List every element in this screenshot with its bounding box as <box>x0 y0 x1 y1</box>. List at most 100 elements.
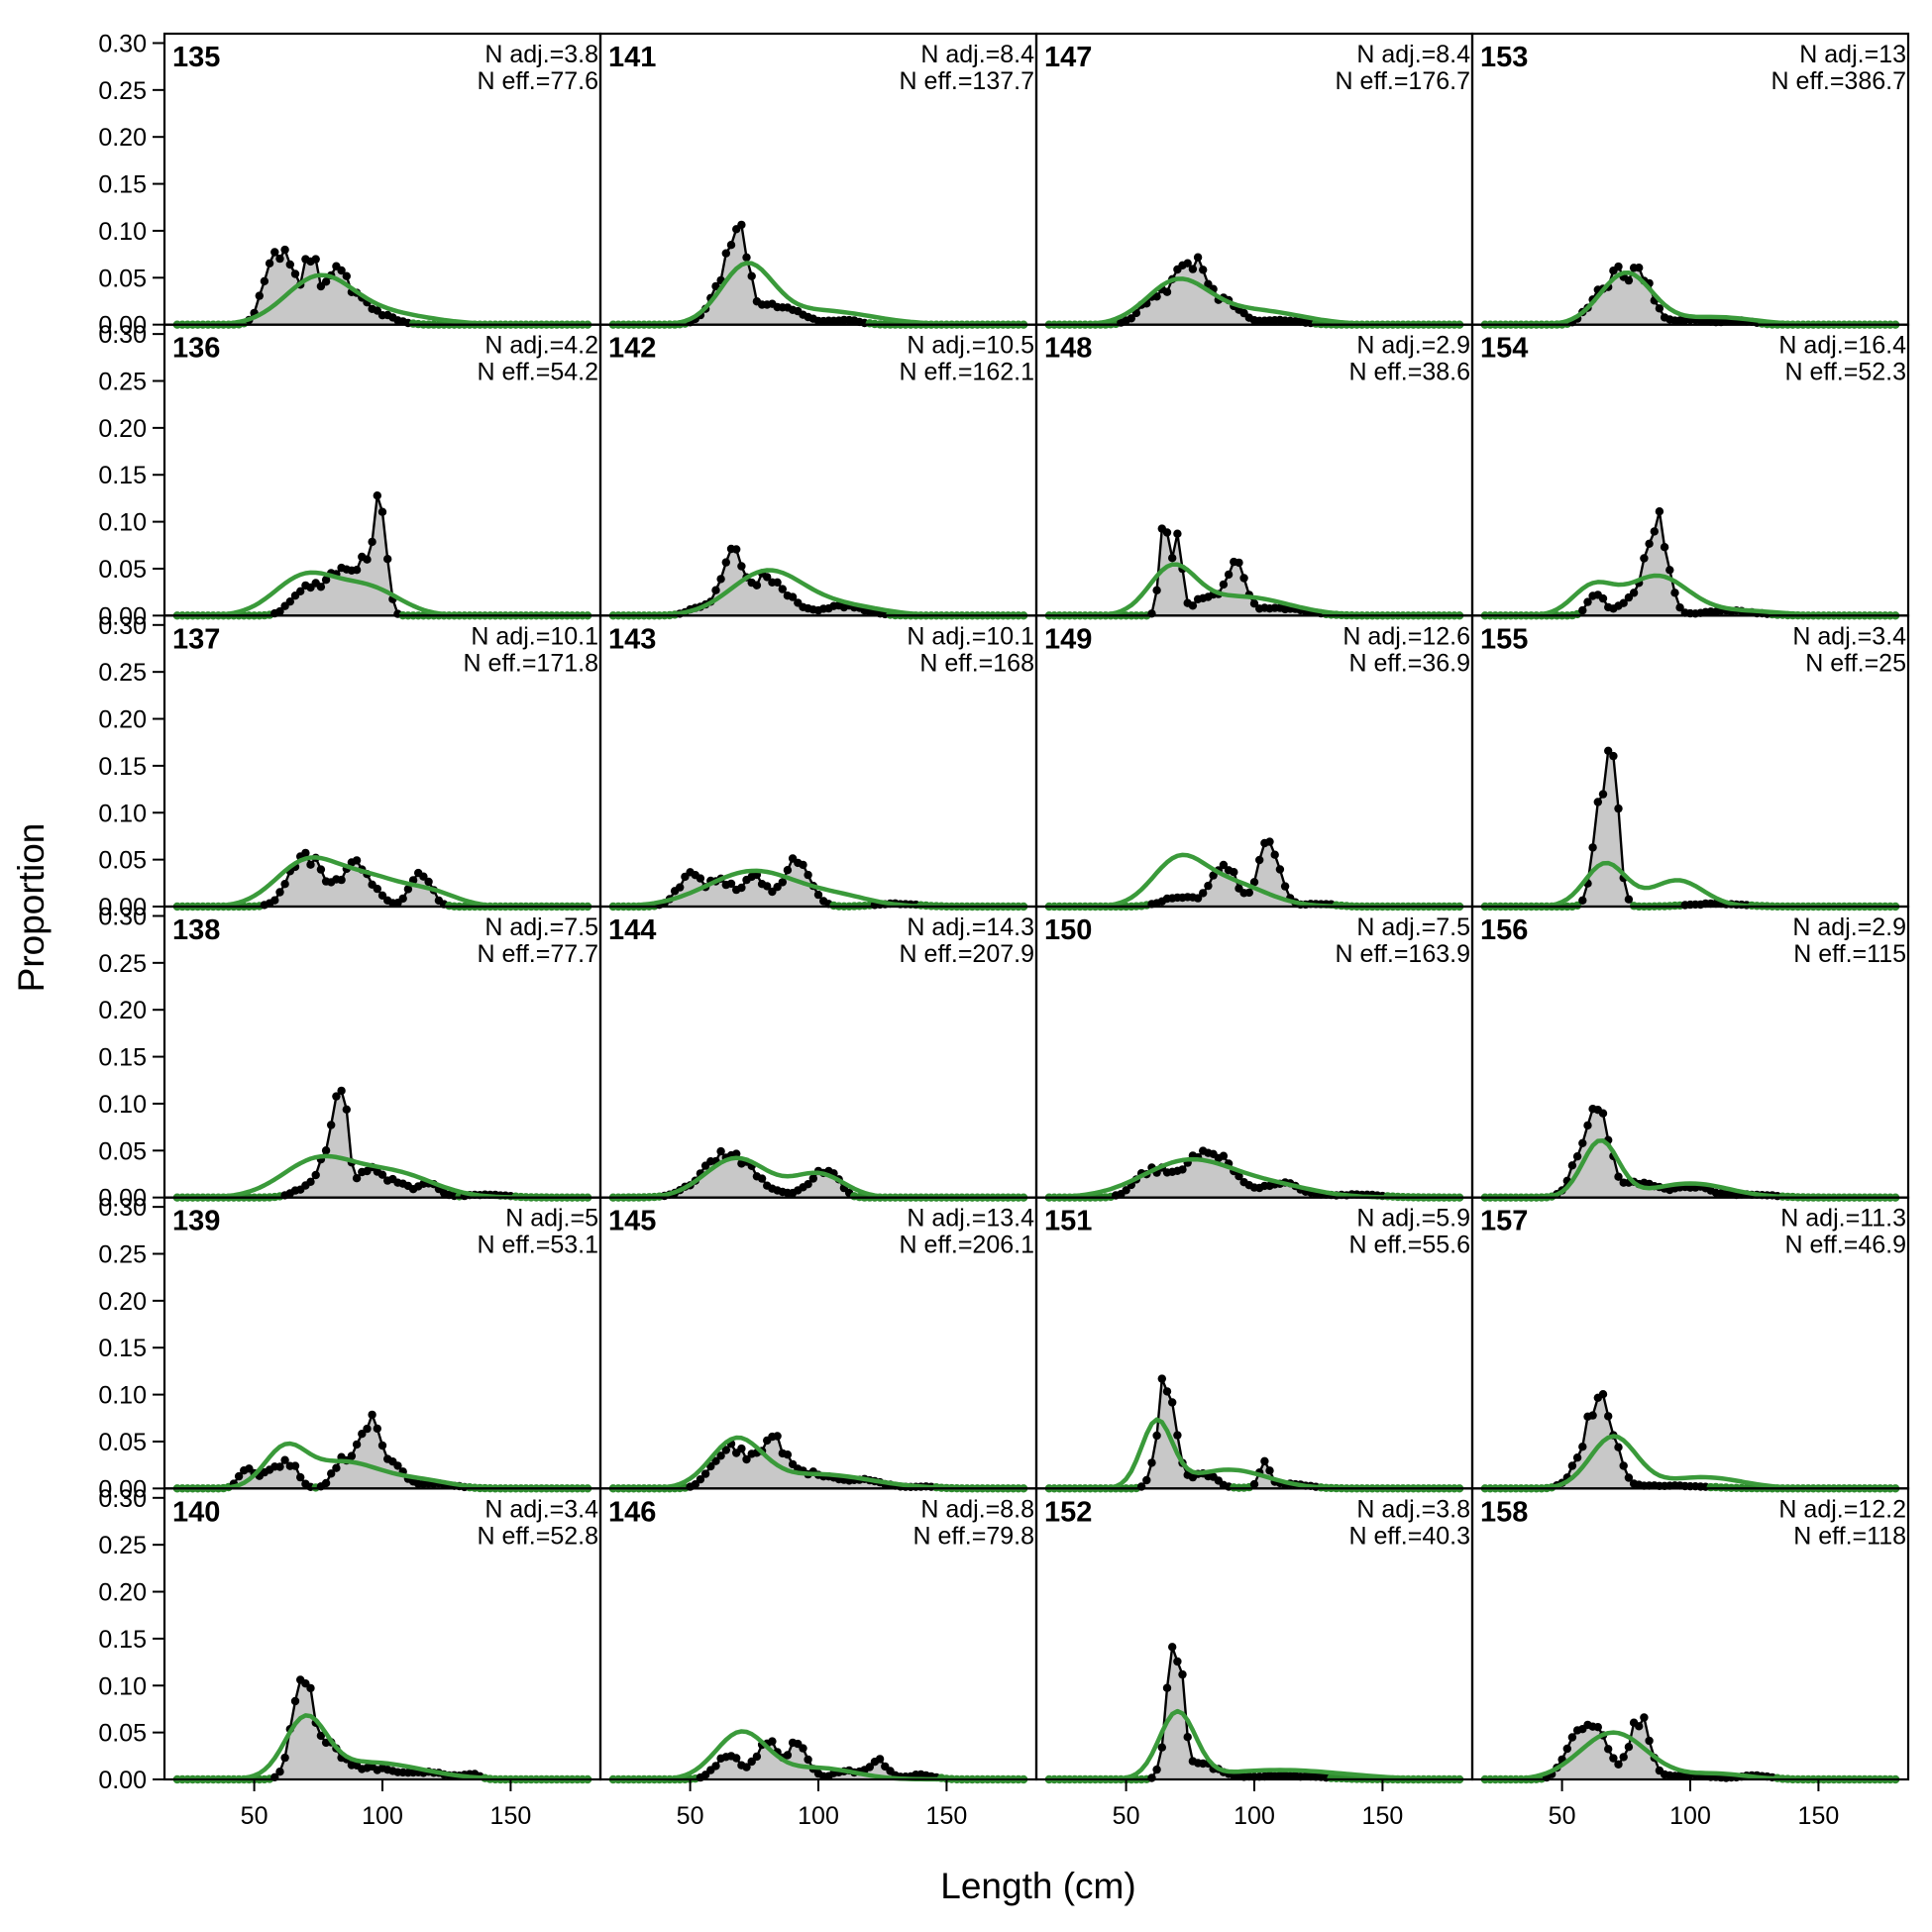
observed-point <box>280 1753 289 1763</box>
observed-point <box>377 507 387 516</box>
observed-area <box>1048 841 1460 907</box>
panel-label: 152 <box>1044 1496 1092 1528</box>
panel-154: 154 N adj.=16.4N eff.=52.3 <box>1470 323 1910 620</box>
n-eff-label: N eff.=52.3 <box>1784 359 1906 386</box>
panel-label: 138 <box>172 914 220 946</box>
observed-point <box>1598 1109 1608 1118</box>
n-eff-label: N eff.=163.9 <box>1336 940 1470 968</box>
observed-point <box>1270 850 1279 859</box>
n-adj-label: N adj.=12.2 <box>1778 1495 1906 1523</box>
n-eff-label: N eff.=79.8 <box>912 1522 1034 1550</box>
observed-point <box>347 1451 357 1460</box>
observed-point <box>332 1092 341 1101</box>
observed-area <box>176 250 589 325</box>
observed-point <box>1609 1754 1618 1763</box>
observed-point <box>1152 586 1161 594</box>
observed-point <box>1583 597 1592 606</box>
observed-point <box>1650 527 1660 536</box>
y-tick-label: 0.20 <box>98 1288 147 1316</box>
observed-point <box>696 874 705 883</box>
n-adj-label: N adj.=3.8 <box>1356 1495 1470 1523</box>
observed-point <box>1157 1743 1167 1752</box>
observed-point <box>290 269 300 278</box>
panel-149: 149 N adj.=12.6N eff.=36.9 <box>1034 614 1474 912</box>
panel-141: 141 N adj.=8.4N eff.=137.7 <box>598 32 1038 329</box>
observed-point <box>255 291 264 300</box>
observed-point <box>424 877 433 887</box>
observed-point <box>732 545 741 554</box>
observed-point <box>1219 580 1229 590</box>
observed-point <box>1162 1387 1172 1396</box>
y-tick-label: 0.00 <box>98 894 147 921</box>
observed-point <box>275 606 284 616</box>
observed-point <box>799 1744 807 1753</box>
y-tick-label: 0.10 <box>98 1672 147 1700</box>
observed-point <box>1572 1152 1582 1161</box>
observed-point <box>1168 1643 1177 1652</box>
observed-area <box>176 1090 589 1198</box>
observed-point <box>280 245 289 255</box>
x-tick-label: 150 <box>490 1802 532 1830</box>
y-tick-label: 0.10 <box>98 218 147 246</box>
panel-139: 139 N adj.=5N eff.=53.1 <box>162 1196 602 1493</box>
observed-point <box>316 583 326 591</box>
panel-label: 146 <box>608 1496 656 1528</box>
n-adj-label: N adj.=12.6 <box>1342 622 1470 650</box>
observed-point <box>301 848 310 858</box>
observed-point <box>275 1768 284 1776</box>
y-tick-label: 0.25 <box>98 659 147 687</box>
observed-point <box>1665 566 1674 575</box>
axes-layer: 0.000.050.100.150.200.250.300.000.050.10… <box>98 30 1839 1830</box>
n-eff-label: N eff.=40.3 <box>1348 1522 1470 1550</box>
panel-label: 148 <box>1044 333 1092 365</box>
observed-point <box>1219 1151 1229 1160</box>
expected-line <box>610 261 1026 327</box>
y-tick-label: 0.05 <box>98 265 147 292</box>
panel-label: 140 <box>172 1496 220 1528</box>
observed-point <box>275 254 284 264</box>
observed-point <box>778 585 787 593</box>
x-tick-label: 50 <box>1549 1802 1576 1830</box>
observed-point <box>1178 1669 1187 1679</box>
observed-point <box>742 253 751 262</box>
panel-135: 135 N adj.=3.8N eff.=77.6 <box>162 32 602 329</box>
n-adj-label: N adj.=4.2 <box>484 332 598 360</box>
panel-label: 158 <box>1480 1496 1528 1528</box>
observed-point <box>327 1121 336 1129</box>
observed-point <box>752 1752 762 1762</box>
observed-point <box>1275 865 1285 874</box>
observed-point <box>716 1451 725 1460</box>
panel-151: 151 N adj.=5.9N eff.=55.6 <box>1034 1196 1474 1493</box>
observed-point <box>804 1755 812 1765</box>
observed-point <box>1157 1374 1167 1383</box>
panel-label: 135 <box>172 42 220 73</box>
observed-point <box>1675 603 1684 612</box>
observed-point <box>737 220 746 230</box>
observed-point <box>1567 1733 1577 1742</box>
y-tick-label: 0.20 <box>98 706 147 734</box>
panel-143: 143 N adj.=10.1N eff.=168 <box>598 614 1038 912</box>
observed-point <box>1244 888 1254 898</box>
observed-point <box>1199 889 1208 898</box>
observed-point <box>368 1410 376 1420</box>
observed-point <box>1619 1753 1628 1762</box>
observed-point <box>352 856 362 865</box>
n-adj-label: N adj.=5.9 <box>1356 1205 1470 1233</box>
observed-line <box>612 547 1024 617</box>
observed-point <box>1183 259 1192 268</box>
observed-point <box>1604 746 1613 755</box>
observed-point <box>752 581 762 590</box>
y-tick-label: 0.25 <box>98 1241 147 1269</box>
observed-point <box>732 1754 741 1763</box>
observed-point <box>716 575 725 584</box>
observed-point <box>1152 1765 1161 1774</box>
observed-point <box>260 276 269 285</box>
observed-point <box>1142 1475 1151 1485</box>
observed-point <box>1188 265 1198 273</box>
observed-point <box>373 1424 381 1434</box>
observed-point <box>321 277 331 286</box>
y-tick-label: 0.25 <box>98 77 147 105</box>
observed-point <box>804 1180 812 1189</box>
observed-point <box>1249 599 1259 608</box>
